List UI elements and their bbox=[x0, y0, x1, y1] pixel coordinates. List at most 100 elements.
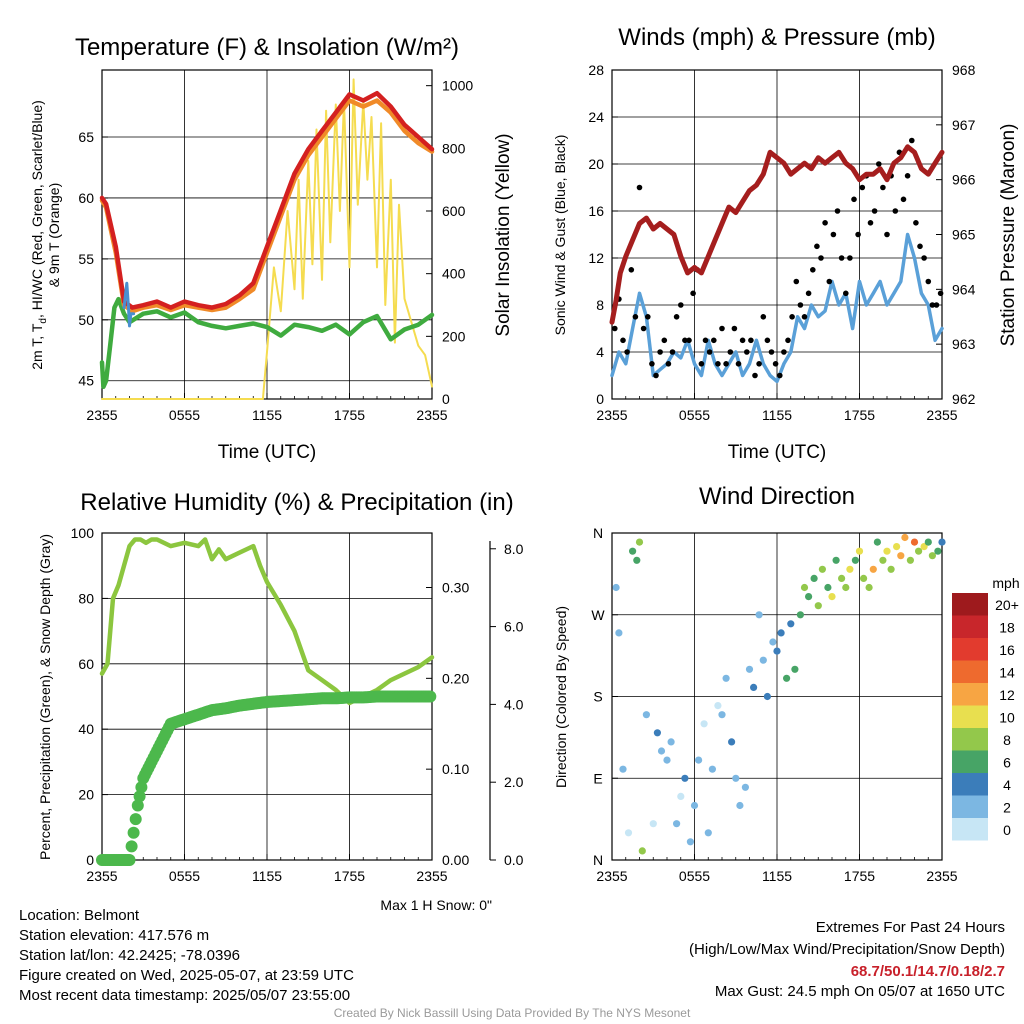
y-tick-label: 0 bbox=[86, 852, 94, 868]
gust-point bbox=[669, 349, 676, 355]
gust-point bbox=[748, 337, 754, 344]
x-tick-label: 1755 bbox=[844, 868, 875, 884]
gust-point bbox=[851, 196, 857, 203]
legend-label: 16 bbox=[999, 642, 1015, 658]
direction-point bbox=[686, 838, 695, 846]
legend-swatch bbox=[952, 773, 988, 796]
x-tick-label: 2355 bbox=[86, 868, 117, 884]
gust-point bbox=[772, 361, 779, 367]
gust-point bbox=[785, 337, 791, 344]
gust-point bbox=[657, 349, 663, 355]
legend-swatch bbox=[952, 818, 988, 841]
legend-swatch bbox=[952, 728, 988, 751]
direction-point bbox=[677, 792, 685, 801]
gust-point bbox=[900, 196, 907, 203]
legend-label: 10 bbox=[999, 710, 1015, 726]
gust-point bbox=[818, 255, 824, 261]
y2-tick-label: 800 bbox=[442, 140, 466, 156]
gust-point bbox=[793, 278, 800, 285]
gust-point bbox=[880, 184, 886, 191]
extremes-title: Extremes For Past 24 Hours bbox=[815, 919, 1005, 936]
direction-point bbox=[791, 665, 799, 673]
y2-tick-label: 966 bbox=[952, 172, 976, 188]
y-tick-label: 60 bbox=[78, 190, 94, 206]
y2-tick-label: 967 bbox=[952, 117, 976, 133]
legend-swatch bbox=[952, 750, 988, 773]
legend-label: 18 bbox=[999, 620, 1015, 636]
x-tick-label: 1755 bbox=[844, 407, 875, 423]
y-tick-label: 100 bbox=[71, 525, 95, 541]
extremes-block: Extremes For Past 24 Hours (High/Low/Max… bbox=[689, 918, 1005, 1002]
x-tick-label: 0555 bbox=[169, 407, 200, 423]
gust-point bbox=[768, 349, 775, 355]
gust-point bbox=[744, 349, 750, 355]
direction-point bbox=[828, 593, 836, 601]
gust-point bbox=[715, 361, 721, 367]
direction-point bbox=[759, 656, 767, 664]
y3-tick-label: 0.0 bbox=[504, 852, 524, 868]
y-tick-label: 50 bbox=[78, 312, 94, 328]
credit-text: Created By Nick Bassill Using Data Provi… bbox=[333, 1006, 691, 1020]
legend-label: 6 bbox=[1003, 755, 1011, 771]
gust-point bbox=[711, 337, 717, 344]
direction-point bbox=[897, 552, 905, 560]
direction-point bbox=[824, 583, 832, 592]
y-tick-label: 20 bbox=[78, 787, 94, 803]
direction-point bbox=[915, 547, 923, 555]
y2-tick-label: 0 bbox=[442, 391, 450, 407]
gust-point bbox=[673, 314, 680, 320]
direction-point bbox=[722, 674, 730, 682]
y-tick-label: 65 bbox=[78, 129, 94, 145]
gust-point bbox=[686, 337, 692, 344]
gust-point bbox=[781, 349, 787, 355]
legend-swatch bbox=[952, 705, 988, 728]
gust-point bbox=[727, 349, 734, 355]
temp-panel-title: Temperature (F) & Insolation (W/m²) bbox=[75, 34, 459, 61]
y-tick-label: 80 bbox=[78, 590, 94, 606]
gust-point bbox=[612, 325, 618, 332]
precipitation-point bbox=[125, 840, 138, 853]
y-tick-label: 0 bbox=[596, 391, 604, 407]
gust-point bbox=[702, 337, 709, 344]
y2-tick-label: 400 bbox=[442, 266, 466, 282]
gust-point bbox=[805, 290, 812, 297]
direction-point bbox=[818, 565, 827, 573]
gust-point bbox=[777, 372, 783, 379]
y-tick-label: 40 bbox=[78, 721, 94, 737]
y2-tick-label: 965 bbox=[952, 227, 976, 243]
direction-point bbox=[838, 574, 846, 583]
direction-point bbox=[653, 729, 662, 737]
direction-point bbox=[814, 602, 822, 610]
y2-tick-label: 0.10 bbox=[442, 761, 469, 777]
gust-point bbox=[814, 243, 820, 250]
legend-label: 20+ bbox=[995, 597, 1019, 613]
gust-point bbox=[917, 243, 923, 250]
direction-point bbox=[649, 820, 657, 828]
precipitation-point bbox=[127, 826, 140, 839]
x-tick-label: 2355 bbox=[596, 407, 627, 423]
direction-point bbox=[869, 565, 877, 573]
gust-point bbox=[801, 314, 808, 320]
gust-point bbox=[739, 337, 746, 344]
direction-point bbox=[657, 747, 666, 755]
y2-tick-label: 0.30 bbox=[442, 580, 469, 596]
direction-point bbox=[873, 538, 882, 546]
y-tick-label: 24 bbox=[588, 109, 604, 125]
x-tick-label: 0555 bbox=[679, 407, 710, 423]
y2-tick-label: 0.20 bbox=[442, 670, 469, 686]
gust-point bbox=[925, 278, 932, 285]
gust-point bbox=[876, 161, 882, 167]
direction-point bbox=[638, 847, 646, 855]
temp-panel-ylabel: 2m T, Td, HI/WC (Red, Green, Scarlet/Blu… bbox=[29, 100, 49, 370]
gust-point bbox=[822, 220, 828, 226]
y-tick-label: 28 bbox=[588, 62, 604, 78]
direction-point bbox=[906, 556, 915, 564]
legend-swatch bbox=[952, 638, 988, 661]
y2-tick-label: 968 bbox=[952, 62, 976, 78]
y-tick-label: 4 bbox=[596, 344, 604, 360]
ylabel-subscript: d bbox=[38, 318, 49, 324]
direction-point bbox=[883, 547, 891, 555]
gust-point bbox=[752, 372, 758, 379]
precipitation-point bbox=[129, 813, 142, 826]
